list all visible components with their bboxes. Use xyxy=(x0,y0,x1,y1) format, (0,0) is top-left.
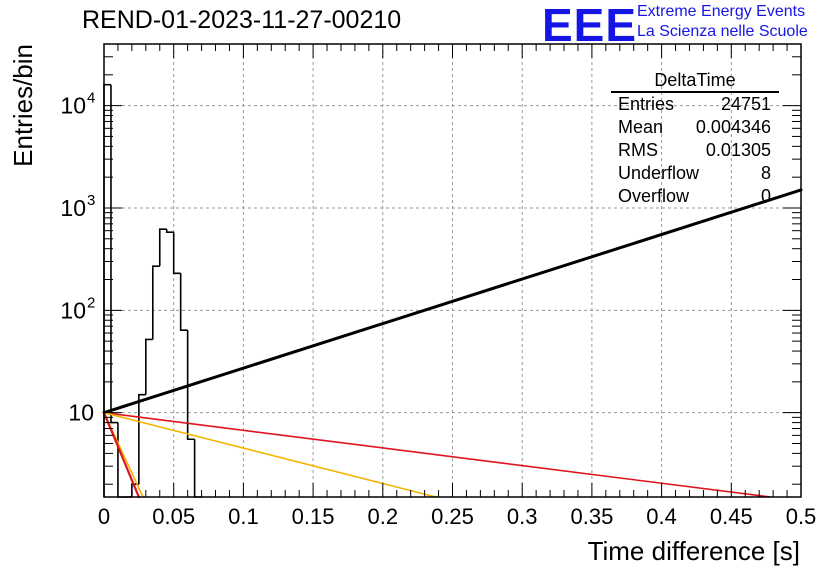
fit-line xyxy=(102,411,140,499)
x-tick-label: 0 xyxy=(98,504,110,529)
logo-subtitle-1: Extreme Energy Events xyxy=(637,3,806,20)
x-tick-label: 0.15 xyxy=(292,504,335,529)
stats-row: Entries 24751 xyxy=(611,93,779,116)
histogram-bin xyxy=(165,229,174,233)
y-tick-exponent: 3 xyxy=(87,192,95,209)
stats-label: Mean xyxy=(618,117,664,137)
histogram-run-title: REND-01-2023-11-27-00210 xyxy=(82,6,402,34)
histogram-bin xyxy=(172,232,181,275)
histogram-bin xyxy=(179,273,188,331)
x-tick-label: 0.05 xyxy=(152,504,195,529)
fit-line xyxy=(103,411,772,498)
y-tick-label: 10 xyxy=(60,195,86,221)
stats-row: Overflow 0 xyxy=(611,185,779,208)
logo-subtitle-2: La Scienza nelle Scuole xyxy=(637,23,808,40)
stats-box: DeltaTime Entries 24751 Mean 0.004346 RMS 0.0… xyxy=(611,70,779,208)
x-tick-label: 0.25 xyxy=(431,504,474,529)
stats-row: Underflow 8 xyxy=(611,162,779,185)
grid-lines xyxy=(104,44,801,497)
fit-line xyxy=(103,411,437,498)
stats-label: RMS xyxy=(618,140,658,160)
histogram-bars xyxy=(103,83,202,498)
y-tick-label: 10 xyxy=(60,297,86,323)
eee-logo-text: EEE xyxy=(542,0,638,51)
stats-value: 0.004346 xyxy=(695,117,771,137)
y-tick-exponent: 4 xyxy=(87,90,95,107)
x-tick-labels: 0 0.05 0.1 0.15 0.2 0.25 0.3 0.35 0.4 0.45 0.5 xyxy=(98,504,816,529)
x-tick-label: 0.3 xyxy=(507,504,538,529)
x-tick-label: 0.4 xyxy=(646,504,677,529)
histogram-bin xyxy=(138,393,146,485)
axis-ticks xyxy=(103,43,802,497)
stats-label: Entries xyxy=(618,94,675,114)
fit-line xyxy=(102,188,803,415)
histogram-bin xyxy=(145,338,153,395)
x-tick-label: 0.1 xyxy=(228,504,259,529)
stats-title: DeltaTime xyxy=(611,70,779,93)
stats-label: Overflow xyxy=(618,186,690,206)
x-tick-label: 0.5 xyxy=(786,504,817,529)
stats-row: Mean 0.004346 xyxy=(611,116,779,139)
histogram-bin xyxy=(193,439,202,498)
histogram-bin xyxy=(151,265,160,340)
y-tick-label: 10 xyxy=(60,93,86,119)
stats-value: 0.01305 xyxy=(705,140,771,160)
stats-label: Underflow xyxy=(618,163,700,183)
stats-value: 8 xyxy=(760,163,771,183)
stats-value: 24751 xyxy=(720,94,771,114)
x-tick-label: 0.2 xyxy=(368,504,399,529)
stats-value: 0 xyxy=(760,186,771,206)
y-tick-exponent: 2 xyxy=(87,294,95,311)
x-axis-label: Time difference [s] xyxy=(588,536,800,566)
histogram-bin xyxy=(110,84,118,424)
y-tick-label: 10 xyxy=(68,400,94,426)
histogram-bin xyxy=(186,330,195,441)
stats-row: RMS 0.01305 xyxy=(611,139,779,162)
x-tick-label: 0.35 xyxy=(570,504,613,529)
x-tick-label: 0.45 xyxy=(710,504,753,529)
histogram-bin xyxy=(158,228,167,267)
y-axis-label: Entries/bin xyxy=(8,44,38,167)
fit-lines xyxy=(102,188,803,499)
